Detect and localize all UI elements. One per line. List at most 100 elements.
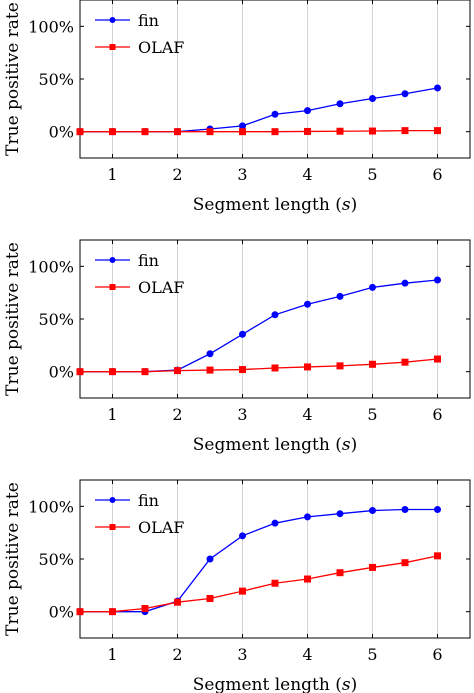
data-point-fin <box>271 311 279 319</box>
legend-marker-fin <box>109 17 116 23</box>
data-point-olaf <box>434 127 441 135</box>
x-tick-label: 1 <box>107 405 117 424</box>
data-point-olaf <box>336 127 344 135</box>
data-point-olaf <box>239 587 246 595</box>
x-tick-label: 6 <box>432 645 442 664</box>
legend-marker-olaf <box>109 284 116 290</box>
data-point-olaf <box>369 563 376 571</box>
series-line-fin <box>80 87 438 133</box>
data-point-fin <box>271 110 279 118</box>
x-tick-label: 1 <box>107 645 117 664</box>
data-point-olaf <box>304 575 311 583</box>
legend-marker-olaf <box>109 44 116 50</box>
data-point-olaf <box>109 128 116 136</box>
legend-marker-fin <box>109 257 116 263</box>
x-axis-label: Segment length (s) <box>193 435 357 455</box>
data-point-olaf <box>336 569 344 577</box>
data-point-olaf <box>434 552 441 560</box>
data-point-fin <box>336 100 344 108</box>
data-point-olaf <box>109 608 116 616</box>
data-point-fin <box>336 510 344 518</box>
data-point-olaf <box>76 128 84 136</box>
y-tick-label: 100% <box>28 497 74 516</box>
data-point-fin <box>271 519 279 527</box>
x-tick-label: 2 <box>172 405 182 424</box>
data-point-olaf <box>141 128 149 136</box>
y-axis-label: True positive rate <box>3 242 23 396</box>
x-tick-label: 3 <box>237 165 247 184</box>
x-tick-label: 1 <box>107 165 117 184</box>
data-point-fin <box>434 276 441 284</box>
data-point-olaf <box>401 559 409 567</box>
x-tick-label: 6 <box>432 165 442 184</box>
x-tick-label: 4 <box>302 645 312 664</box>
data-point-olaf <box>401 358 409 366</box>
legend-label-fin: fin <box>138 491 159 510</box>
data-point-olaf <box>141 368 149 376</box>
data-point-fin <box>369 283 376 291</box>
data-point-olaf <box>271 128 279 136</box>
data-point-fin <box>434 84 441 92</box>
data-point-fin <box>304 107 311 115</box>
data-point-olaf <box>141 605 149 613</box>
data-point-fin <box>304 513 311 521</box>
y-tick-label: 50% <box>38 70 74 89</box>
x-tick-label: 6 <box>432 405 442 424</box>
data-point-fin <box>239 122 246 130</box>
y-tick-label: 0% <box>49 363 74 382</box>
data-point-fin <box>239 532 246 540</box>
x-axis-label: Segment length (s) <box>193 675 357 693</box>
x-tick-label: 2 <box>172 645 182 664</box>
x-tick-label: 5 <box>367 405 377 424</box>
chart-panel-3: 1 2 3 4 5 6 0% 50% 100% Segment length (s) True po… <box>3 479 471 693</box>
legend-label-fin: fin <box>138 11 159 30</box>
data-point-fin <box>206 350 214 358</box>
y-tick-label: 50% <box>38 310 74 329</box>
x-axis-label: Segment length (s) <box>193 195 357 215</box>
series-line-olaf <box>80 555 438 613</box>
data-point-fin <box>239 330 246 338</box>
data-point-olaf <box>304 363 311 371</box>
chart-panel-2: 1 2 3 4 5 6 0% 50% 100% Segment length (s) True po… <box>3 239 471 455</box>
data-point-olaf <box>76 368 84 376</box>
y-tick-label: 0% <box>49 603 74 622</box>
data-point-olaf <box>304 127 311 135</box>
x-tick-label: 5 <box>367 645 377 664</box>
x-tick-label: 3 <box>237 645 247 664</box>
series-line-olaf <box>80 129 438 133</box>
y-tick-label: 100% <box>28 17 74 36</box>
data-point-olaf <box>206 366 214 374</box>
data-point-olaf <box>206 128 214 136</box>
data-point-olaf <box>369 360 376 368</box>
x-tick-label: 3 <box>237 405 247 424</box>
chart-panel-1: 1 2 3 4 5 6 0% 50% 100% Segment length (s) True po… <box>3 0 471 215</box>
x-tick-label: 2 <box>172 165 182 184</box>
y-axis-label: True positive rate <box>3 2 23 156</box>
data-point-olaf <box>434 355 441 363</box>
legend-marker-fin <box>109 497 116 503</box>
x-tick-label: 4 <box>302 405 312 424</box>
data-point-olaf <box>401 127 409 135</box>
y-tick-label: 0% <box>49 123 74 142</box>
data-point-fin <box>304 300 311 308</box>
series-line-olaf <box>80 358 438 373</box>
data-point-olaf <box>174 128 181 136</box>
y-axis-label: True positive rate <box>3 482 23 636</box>
data-point-olaf <box>76 608 84 616</box>
x-tick-label: 4 <box>302 165 312 184</box>
series-line-fin <box>80 279 438 373</box>
data-point-olaf <box>206 595 214 602</box>
data-point-olaf <box>271 364 279 372</box>
x-tick-label: 5 <box>367 165 377 184</box>
data-point-olaf <box>369 127 376 135</box>
data-point-fin <box>369 94 376 102</box>
y-tick-label: 50% <box>38 550 74 569</box>
legend-label-olaf: OLAF <box>138 278 184 297</box>
data-point-fin <box>369 507 376 515</box>
data-point-olaf <box>109 368 116 376</box>
y-tick-label: 100% <box>28 257 74 276</box>
data-point-olaf <box>174 598 181 606</box>
data-point-olaf <box>239 128 246 136</box>
data-point-olaf <box>271 579 279 587</box>
